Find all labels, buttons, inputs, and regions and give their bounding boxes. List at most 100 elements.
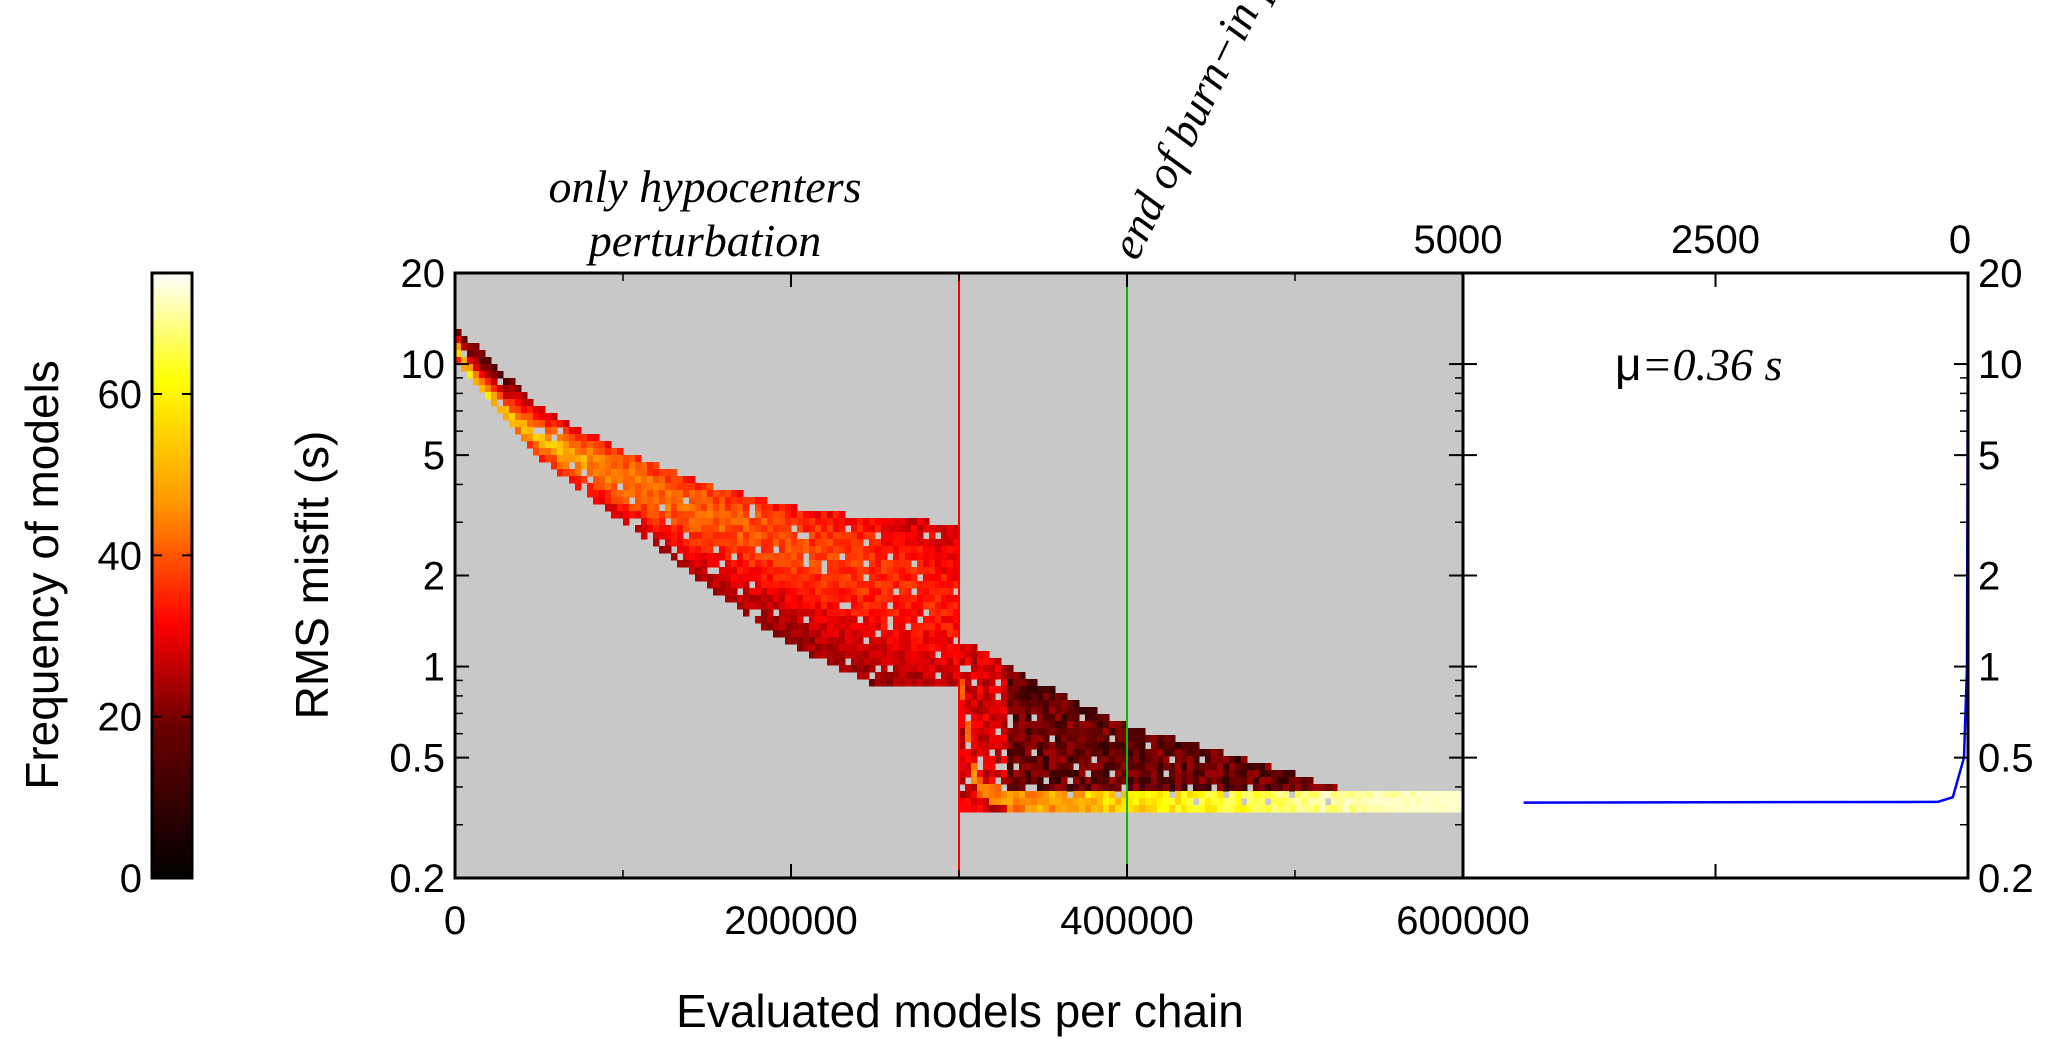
heatmap-cell [1007, 735, 1014, 743]
heatmap-cell [797, 588, 804, 596]
heatmap-cell [515, 420, 522, 428]
heatmap-cell [887, 595, 894, 603]
heatmap-cell [923, 546, 930, 554]
heatmap-cell [953, 574, 960, 582]
heatmap-cell [1019, 693, 1026, 701]
heatmap-cell [971, 798, 978, 806]
heatmap-cell [1259, 784, 1266, 792]
heatmap-cell [1157, 763, 1164, 771]
heatmap-cell [893, 679, 900, 687]
heatmap-cell [785, 595, 792, 603]
heatmap-cell [485, 392, 492, 400]
heatmap-cell [929, 616, 936, 624]
heatmap-cell [719, 490, 726, 498]
heatmap-cell [1217, 756, 1224, 764]
heatmap-cell [875, 553, 882, 561]
heatmap-cell [875, 560, 882, 568]
heatmap-cell [1073, 721, 1080, 729]
heatmap-cell [1121, 798, 1128, 806]
heatmap-cell [995, 658, 1002, 666]
heatmap-cell [917, 637, 924, 645]
heatmap-cell [743, 567, 750, 575]
heatmap-cell [611, 448, 618, 456]
heatmap-cell [1043, 728, 1050, 736]
heatmap-cell [821, 525, 828, 533]
heatmap-cell [1109, 777, 1116, 785]
heatmap-cell [1055, 784, 1062, 792]
heatmap-cell [719, 574, 726, 582]
heatmap-cell [803, 637, 810, 645]
heatmap-cell [911, 602, 918, 610]
heatmap-cell [1175, 770, 1182, 778]
heatmap-cell [905, 539, 912, 547]
heatmap-cell [749, 553, 756, 561]
heatmap-cell [1283, 798, 1290, 806]
heatmap-cell [959, 735, 966, 743]
heatmap-cell [1157, 770, 1164, 778]
heatmap-cell [1055, 791, 1062, 799]
heatmap-cell [1007, 707, 1014, 715]
heatmap-cell [749, 574, 756, 582]
heatmap-cell [785, 609, 792, 617]
heatmap-cell [593, 441, 600, 449]
heatmap-cell [1091, 777, 1098, 785]
heatmap-cell [965, 672, 972, 680]
heatmap-cell [1121, 742, 1128, 750]
heatmap-cell [911, 630, 918, 638]
heatmap-cell [1085, 798, 1092, 806]
heatmap-cell [1259, 763, 1266, 771]
heatmap-cell [1109, 763, 1116, 771]
heatmap-cell [1307, 791, 1314, 799]
heatmap-cell [977, 777, 984, 785]
heatmap-cell [1265, 777, 1272, 785]
heatmap-cell [1409, 798, 1416, 806]
heatmap-cell [1013, 770, 1020, 778]
heatmap-cell [791, 504, 798, 512]
heatmap-cell [461, 364, 468, 372]
heatmap-cell [1265, 763, 1272, 771]
heatmap-cell [1337, 798, 1344, 806]
heatmap-cell [605, 490, 612, 498]
heatmap-cell [869, 623, 876, 631]
heatmap-cell [623, 490, 630, 498]
heatmap-cell [857, 525, 864, 533]
heatmap-cell [623, 462, 630, 470]
heatmap-cell [713, 539, 720, 547]
heatmap-cell [731, 490, 738, 498]
heatmap-cell [695, 497, 702, 505]
heatmap-cell [719, 532, 726, 540]
heatmap-cell [821, 609, 828, 617]
heatmap-cell [1055, 777, 1062, 785]
heatmap-cell [857, 630, 864, 638]
heatmap-cell [611, 455, 618, 463]
heatmap-cell [791, 532, 798, 540]
heatmap-cell [983, 686, 990, 694]
heatmap-cell [1103, 721, 1110, 729]
heatmap-cell [851, 532, 858, 540]
colorbar-tick-label: 20 [98, 696, 143, 740]
heatmap-cell [551, 441, 558, 449]
heatmap-cell [725, 539, 732, 547]
heatmap-cell [785, 532, 792, 540]
heatmap-cell [503, 378, 510, 386]
heatmap-cell [857, 581, 864, 589]
heatmap-cell [743, 588, 750, 596]
heatmap-cell [557, 448, 564, 456]
heatmap-cell [1139, 728, 1146, 736]
heatmap-cell [593, 497, 600, 505]
heatmap-cell [977, 707, 984, 715]
heatmap-cell [863, 602, 870, 610]
heatmap-cell [1145, 756, 1152, 764]
heatmap-cell [1001, 665, 1008, 673]
heatmap-cell [1007, 665, 1014, 673]
heatmap-cell [899, 630, 906, 638]
heatmap-cell [653, 483, 660, 491]
heatmap-cell [911, 679, 918, 687]
heatmap-cell [1397, 798, 1404, 806]
heatmap-cell [947, 623, 954, 631]
mu-annotation: μ=0.36 s [1615, 338, 1782, 390]
heatmap-cell [1091, 798, 1098, 806]
heatmap-cell [851, 581, 858, 589]
heatmap-cell [1367, 798, 1374, 806]
heatmap-cell [953, 616, 960, 624]
